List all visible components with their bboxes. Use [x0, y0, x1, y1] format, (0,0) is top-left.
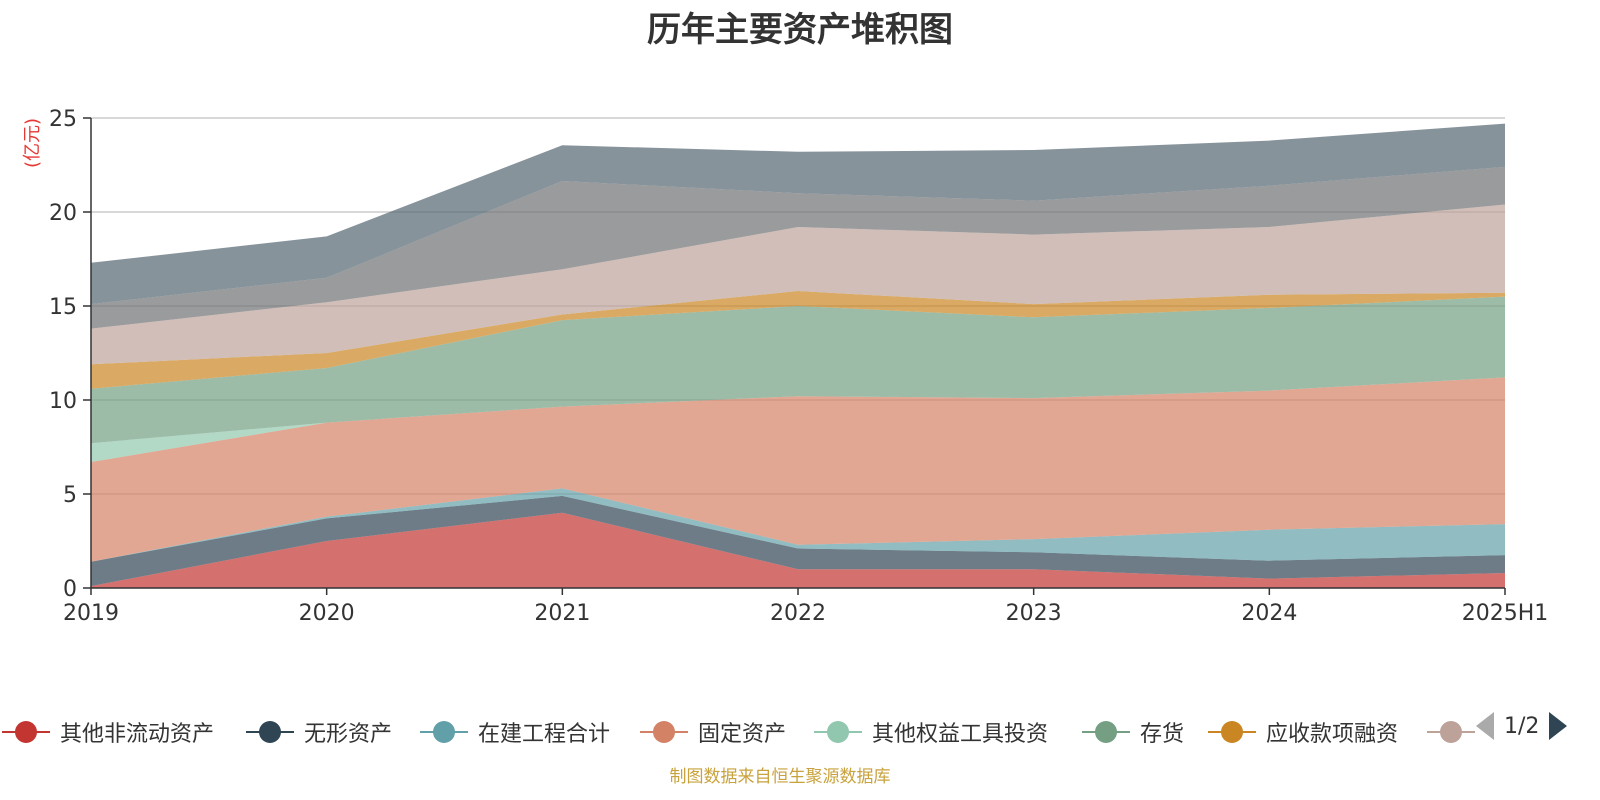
source-note: 制图数据来自恒生聚源数据库 [669, 767, 891, 787]
area-series-4[interactable] [91, 377, 1505, 562]
area-series-6[interactable] [91, 296, 1505, 444]
x-tick-label: 2023 [1006, 601, 1062, 626]
legend-item[interactable]: 无形资产 [244, 712, 392, 752]
legend-label: 存货 [1140, 722, 1185, 747]
y-tick-label: 15 [49, 295, 77, 320]
legend-swatch-icon [418, 720, 470, 744]
legend-swatch-icon [1425, 720, 1477, 744]
area-series-1[interactable] [91, 512, 1505, 588]
x-tick-label: 2024 [1241, 601, 1297, 626]
area-series-10[interactable] [91, 123, 1505, 305]
x-tick-label: 2021 [534, 601, 590, 626]
legend-item[interactable]: 在建工程合计 [418, 712, 610, 752]
area-series-7[interactable] [91, 291, 1505, 389]
x-tick-label: 2022 [770, 601, 826, 626]
area-series-3[interactable] [91, 488, 1505, 562]
legend-swatch-icon [244, 720, 296, 744]
legend-next-page-icon[interactable] [1549, 712, 1568, 740]
legend-prev-page-icon[interactable] [1476, 712, 1494, 740]
y-tick-label: 20 [49, 201, 77, 226]
x-tick-label: 2020 [299, 601, 355, 626]
legend-label: 应收款项融资 [1266, 722, 1399, 747]
area-series [91, 123, 1505, 588]
y-tick-label: 0 [63, 577, 77, 602]
legend-item[interactable] [1425, 712, 1477, 752]
y-axis-unit-label: (亿元) [22, 118, 43, 168]
legend-page-indicator: 1/2 [1504, 713, 1540, 739]
legend-item[interactable]: 存货 [1080, 712, 1184, 752]
legend-item[interactable]: 固定资产 [638, 712, 786, 752]
legend-item[interactable]: 应收款项融资 [1206, 712, 1398, 752]
legend-label: 其他权益工具投资 [872, 722, 1049, 747]
legend-swatch-icon [1206, 720, 1258, 744]
legend-swatch-icon [638, 720, 690, 744]
legend-swatch-icon [812, 720, 864, 744]
x-tick-label: 2019 [63, 601, 119, 626]
area-series-8[interactable] [91, 204, 1505, 365]
y-tick-label: 25 [49, 107, 77, 132]
y-tick-label: 10 [49, 389, 77, 414]
legend-swatch-icon [0, 720, 52, 744]
legend-label: 固定资产 [698, 722, 787, 747]
area-series-2[interactable] [91, 495, 1505, 587]
legend-swatch-icon [1080, 720, 1132, 744]
legend-label: 其他非流动资产 [60, 722, 215, 747]
legend-pager: 1/2 [1476, 706, 1600, 746]
legend-item[interactable]: 其他权益工具投资 [812, 712, 1048, 752]
legend-label: 无形资产 [304, 722, 393, 747]
axes: 0 5 10 15 20 25 2019 2020 2021 2022 2023 2024 2025H1 [49, 107, 1548, 626]
y-tick-label: 5 [63, 483, 77, 508]
x-tick-label: 2025H1 [1462, 601, 1549, 626]
area-series-9[interactable] [91, 166, 1505, 329]
chart-title: 历年主要资产堆积图 [647, 10, 953, 50]
legend: 其他非流动资产 无形资产 在建工程合计 固定资产 其他权益工具投资 存货 应收款项融资 [0, 712, 1480, 752]
legend-item[interactable]: 其他非流动资产 [0, 712, 214, 752]
legend-label: 在建工程合计 [478, 722, 611, 747]
